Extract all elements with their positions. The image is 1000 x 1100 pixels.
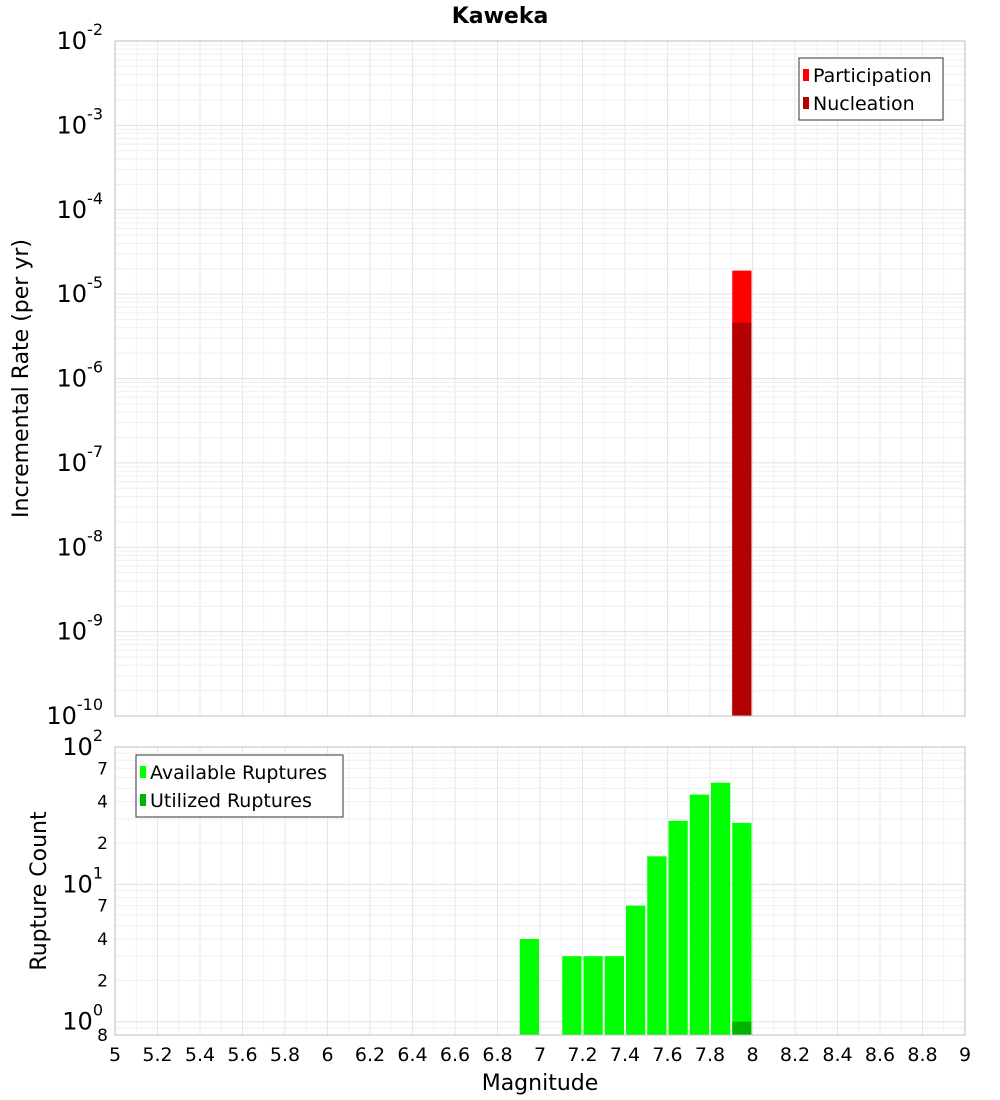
x-tick-label: 8.4 <box>822 1044 852 1066</box>
top-y-tick-labels: 10-10 10-9 10-8 10-7 10-6 10-5 10-4 10-3 10-2 <box>46 20 103 730</box>
y-tick-label: 10-7 <box>57 442 104 477</box>
y-tick-label: 101 <box>62 863 103 898</box>
x-tick-label: 5.4 <box>185 1044 215 1066</box>
legend-swatch <box>803 69 809 81</box>
x-tick-label: 6.4 <box>397 1044 427 1066</box>
bar-available-ruptures <box>626 905 646 1035</box>
y-minor-tick-label: 7 <box>97 759 108 779</box>
bar-available-ruptures <box>604 956 624 1035</box>
bar-available-ruptures <box>519 939 539 1035</box>
top-y-axis-label: Incremental Rate (per yr) <box>9 239 34 518</box>
x-tick-label: 7.4 <box>610 1044 640 1066</box>
y-minor-tick-label: 2 <box>97 834 108 854</box>
x-tick-label: 5.6 <box>227 1044 257 1066</box>
x-tick-label: 7 <box>534 1044 546 1066</box>
bar-available-ruptures <box>647 856 667 1035</box>
bar-available-ruptures <box>668 820 688 1035</box>
x-tick-label: 8.8 <box>907 1044 937 1066</box>
bottom-legend: Available Ruptures Utilized Ruptures <box>135 754 344 818</box>
bottom-y-tick-labels: 100 101 102 8 2 4 7 2 4 7 <box>62 726 108 1046</box>
y-minor-tick-label: 4 <box>97 793 108 813</box>
y-tick-label: 10-5 <box>57 273 104 308</box>
y-tick-label: 10-10 <box>46 695 103 730</box>
x-tick-label: 6.2 <box>355 1044 385 1066</box>
x-tick-label: 6 <box>321 1044 333 1066</box>
bar-available-ruptures <box>583 956 603 1035</box>
x-tick-label: 7.8 <box>695 1044 725 1066</box>
bar-available-ruptures <box>689 794 709 1035</box>
bottom-plot-grid <box>114 747 966 1036</box>
x-tick-label: 5 <box>109 1044 121 1066</box>
x-tick-label: 5.2 <box>142 1044 172 1066</box>
bottom-plot-bars <box>519 782 752 1035</box>
x-tick-label: 8 <box>746 1044 758 1066</box>
bar-nucleation <box>732 322 752 716</box>
legend-label: Utilized Ruptures <box>150 790 312 812</box>
y-tick-label: 10-9 <box>57 611 104 646</box>
y-tick-label: 10-2 <box>57 20 104 55</box>
y-minor-tick-label: 7 <box>97 897 108 917</box>
y-minor-tick-label: 4 <box>97 930 108 950</box>
y-tick-label: 10-4 <box>57 189 104 224</box>
bottom-plot-border <box>114 746 966 1036</box>
x-tick-label: 6.8 <box>482 1044 512 1066</box>
bar-available-ruptures <box>562 956 582 1035</box>
y-tick-label: 102 <box>62 726 103 761</box>
x-tick-label: 9 <box>959 1044 971 1066</box>
x-tick-label: 5.8 <box>270 1044 300 1066</box>
x-tick-label: 8.6 <box>865 1044 895 1066</box>
x-tick-label: 6.6 <box>440 1044 470 1066</box>
bottom-y-axis-label: Rupture Count <box>27 811 52 971</box>
x-axis-label: Magnitude <box>482 1071 599 1096</box>
legend-label: Available Ruptures <box>150 762 327 784</box>
x-tick-label: 7.6 <box>652 1044 682 1066</box>
y-tick-label: 10-8 <box>57 526 104 561</box>
chart-title: Kaweka <box>452 4 549 29</box>
bar-available-ruptures <box>732 822 752 1035</box>
x-tick-label: 8.2 <box>780 1044 810 1066</box>
legend-swatch <box>140 766 146 778</box>
y-tick-label: 10-3 <box>57 104 104 139</box>
x-tick-label: 7.2 <box>567 1044 597 1066</box>
legend-label: Nucleation <box>813 93 915 115</box>
bar-available-ruptures <box>711 782 731 1035</box>
top-plot-bars <box>732 270 752 716</box>
top-plot-grid <box>114 41 966 717</box>
bar-utilized-ruptures <box>732 1021 752 1035</box>
legend-box <box>798 57 944 121</box>
x-tick-labels: 5 5.2 5.4 5.6 5.8 6 6.2 6.4 6.6 6.8 7 7.2 7.4 7.6 7.8 8… <box>109 1044 971 1066</box>
top-legend: Participation Nucleation <box>798 57 944 121</box>
y-minor-tick-label: 8 <box>97 1026 108 1046</box>
legend-swatch <box>140 794 146 806</box>
y-minor-tick-label: 2 <box>97 971 108 991</box>
legend-swatch <box>803 97 809 109</box>
legend-box <box>135 754 344 818</box>
y-tick-label: 10-6 <box>57 358 104 393</box>
top-plot-border <box>114 40 966 717</box>
y-tick-label: 100 <box>62 1001 103 1036</box>
legend-label: Participation <box>813 65 932 87</box>
